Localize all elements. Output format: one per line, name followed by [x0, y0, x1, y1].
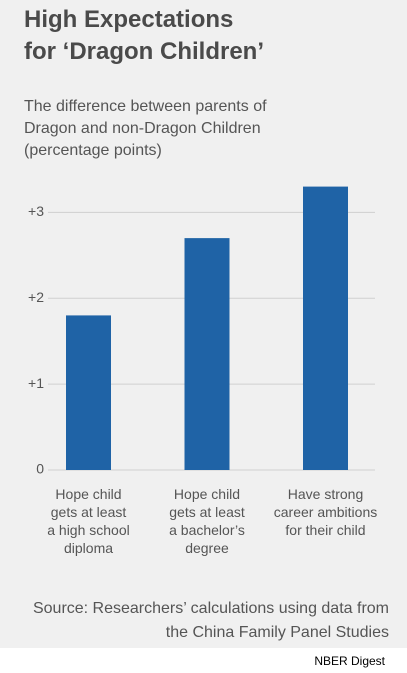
chart-subtitle: The difference between parents of Dragon…: [24, 98, 267, 159]
x-tick-label: Have strong career ambitions for their c…: [273, 486, 378, 538]
bar: [66, 315, 111, 470]
x-tick-label: Hope child gets at least a high school d…: [47, 486, 130, 556]
chart: 0 +1 +2 +3: [28, 186, 375, 477]
y-tick-label: +1: [28, 375, 44, 391]
bar: [184, 238, 230, 470]
y-tick-label: +2: [28, 289, 44, 305]
source-note: Source: Researchers’ calculations using …: [32, 600, 389, 641]
y-tick-label: 0: [36, 461, 44, 477]
y-tick-label: +3: [28, 203, 44, 219]
x-tick-label: Hope child gets at least a bachelor’s de…: [169, 486, 245, 556]
bar: [303, 186, 348, 470]
credit: NBER Digest: [314, 654, 385, 668]
chart-title: High Expectations for ‘Dragon Children’: [24, 6, 264, 65]
